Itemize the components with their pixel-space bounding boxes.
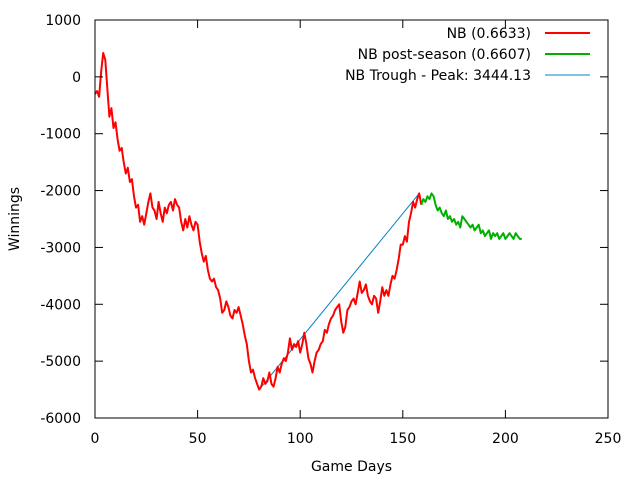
plot-lines (94, 52, 522, 391)
ticks (95, 20, 608, 418)
x-tick-label: 250 (595, 431, 622, 447)
x-tick-label: 150 (389, 431, 416, 447)
series-line-0 (94, 52, 423, 391)
y-tick-label: -2000 (40, 184, 81, 200)
legend-label-2: NB Trough - Peak: 3444.13 (345, 68, 531, 84)
y-axis-label: Winnings (7, 187, 23, 251)
legend: NB (0.6633) NB post-season (0.6607) NB Tro… (345, 26, 590, 84)
tick-labels: 0 50 100 150 200 250 1000 0 -1000 -2000 -3000 -4000… (40, 13, 621, 447)
y-tick-label: -5000 (40, 354, 81, 370)
y-tick-label: -3000 (40, 240, 81, 256)
x-tick-label: 0 (91, 431, 100, 447)
x-tick-label: 200 (492, 431, 519, 447)
x-tick-label: 50 (189, 431, 207, 447)
y-tick-label: -6000 (40, 411, 81, 427)
y-tick-label: -4000 (40, 297, 81, 313)
y-tick-label: 1000 (45, 13, 81, 29)
x-axis-label: Game Days (311, 459, 392, 475)
legend-label-1: NB post-season (0.6607) (358, 47, 531, 63)
y-tick-label: 0 (72, 70, 81, 86)
x-tick-label: 100 (287, 431, 314, 447)
series-line-1 (420, 192, 522, 240)
plot-frame (94, 19, 609, 419)
y-tick-label: -1000 (40, 127, 81, 143)
legend-label-0: NB (0.6633) (447, 26, 531, 42)
